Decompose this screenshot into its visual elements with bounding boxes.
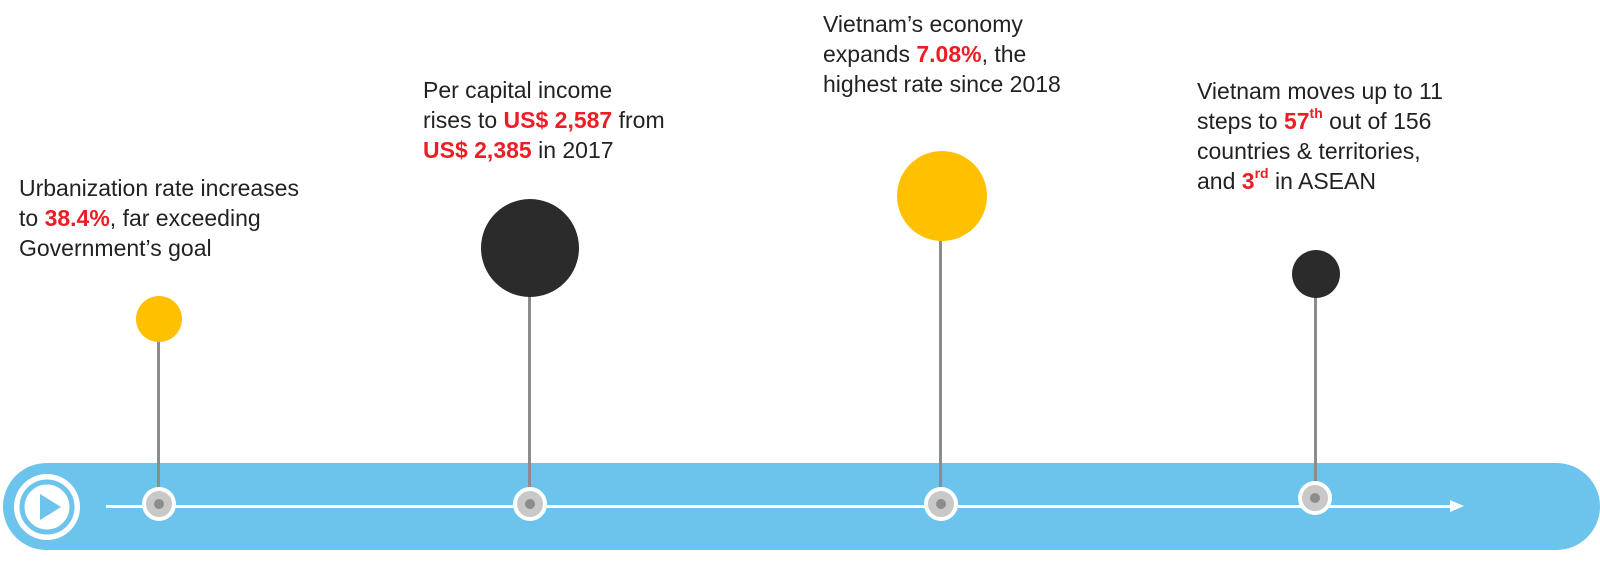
highlight-value: 7.08% bbox=[916, 41, 981, 67]
highlight-text: US$ 2,587 bbox=[503, 107, 613, 133]
caption-text: out of 156 bbox=[1322, 108, 1432, 134]
milestone-stem bbox=[157, 320, 160, 504]
caption-line: and 3rd in ASEAN bbox=[1197, 166, 1443, 196]
milestone-caption: Vietnam moves up to 11 steps to 57th out … bbox=[1197, 76, 1443, 196]
timeline-node-dot bbox=[525, 499, 535, 509]
caption-text: Vietnam moves up to 11 bbox=[1197, 78, 1443, 104]
highlight-value: US$ 2,385 bbox=[423, 137, 532, 163]
caption-text: in ASEAN bbox=[1268, 168, 1376, 194]
highlight-value: 38.4% bbox=[45, 205, 110, 231]
milestone-bubble bbox=[136, 296, 182, 342]
caption-text: and bbox=[1197, 168, 1242, 194]
milestone-stem bbox=[1314, 274, 1317, 498]
highlight-text: 7.08% bbox=[916, 41, 982, 67]
ordinal-suffix: th bbox=[1309, 105, 1323, 122]
milestone-stem bbox=[939, 196, 942, 504]
caption-text: rises to bbox=[423, 107, 504, 133]
timeline-node bbox=[1298, 481, 1332, 515]
caption-text: , far exceeding bbox=[109, 205, 261, 231]
timeline-node-dot bbox=[1310, 493, 1320, 503]
milestone-caption: Per capital income rises to US$ 2,587 fro… bbox=[423, 75, 665, 165]
play-button[interactable] bbox=[14, 474, 80, 540]
milestone-bubble bbox=[897, 151, 987, 241]
highlight-text: 57 bbox=[1283, 108, 1310, 134]
milestone-bubble bbox=[481, 199, 579, 297]
caption-line: expands 7.08%, the bbox=[823, 39, 1061, 69]
caption-text: in 2017 bbox=[531, 137, 614, 163]
caption-line: countries & territories, bbox=[1197, 136, 1443, 166]
caption-text: , the bbox=[981, 41, 1027, 67]
caption-line: rises to US$ 2,587 from bbox=[423, 105, 665, 135]
caption-line: Vietnam’s economy bbox=[823, 9, 1061, 39]
caption-line: Vietnam moves up to 11 bbox=[1197, 76, 1443, 106]
caption-text: from bbox=[612, 107, 665, 133]
caption-text: Vietnam’s economy bbox=[823, 11, 1023, 37]
ordinal-suffix: rd bbox=[1254, 165, 1269, 182]
highlight-value: US$ 2,587 bbox=[504, 107, 613, 133]
caption-text: Per capital income bbox=[423, 77, 613, 103]
milestone-stem bbox=[528, 248, 531, 504]
milestone-caption: Urbanization rate increases to 38.4%, far… bbox=[19, 173, 299, 263]
caption-line: Urbanization rate increases bbox=[19, 173, 299, 203]
timeline-node-dot bbox=[154, 499, 164, 509]
timeline-node bbox=[513, 487, 547, 521]
caption-line: highest rate since 2018 bbox=[823, 69, 1061, 99]
caption-text: expands bbox=[823, 41, 917, 67]
caption-line: Government’s goal bbox=[19, 233, 299, 263]
play-icon bbox=[19, 479, 75, 535]
timeline-node-dot bbox=[936, 499, 946, 509]
arrow-head-icon bbox=[1450, 500, 1464, 512]
timeline-axis bbox=[106, 505, 1452, 508]
milestone-bubble bbox=[1292, 250, 1340, 298]
caption-text: highest rate since 2018 bbox=[823, 71, 1061, 97]
highlight-text: US$ 2,385 bbox=[423, 137, 532, 163]
highlight-text: 38.4% bbox=[44, 205, 110, 231]
caption-text: steps to bbox=[1197, 108, 1284, 134]
caption-line: to 38.4%, far exceeding bbox=[19, 203, 299, 233]
caption-text: to bbox=[19, 205, 45, 231]
highlight-text: 3 bbox=[1241, 168, 1255, 194]
caption-text: Urbanization rate increases bbox=[19, 175, 299, 201]
caption-text: countries & territories, bbox=[1197, 138, 1421, 164]
highlight-value: 57th bbox=[1283, 105, 1323, 134]
caption-text: Government’s goal bbox=[19, 235, 212, 261]
highlight-value: 3rd bbox=[1241, 165, 1269, 194]
caption-line: Per capital income bbox=[423, 75, 665, 105]
milestone-caption: Vietnam’s economy expands 7.08%, the highe… bbox=[823, 9, 1061, 99]
caption-line: steps to 57th out of 156 bbox=[1197, 106, 1443, 136]
caption-line: US$ 2,385 in 2017 bbox=[423, 135, 665, 165]
